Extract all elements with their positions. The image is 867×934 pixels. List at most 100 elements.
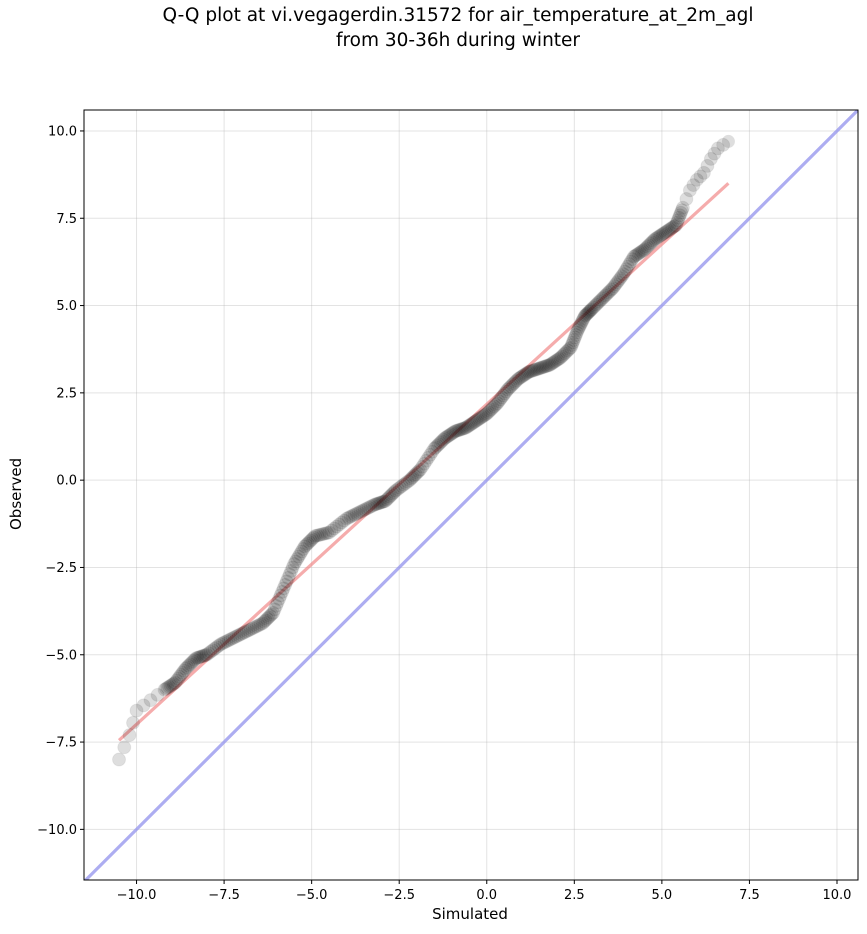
qq-point	[442, 428, 457, 443]
qq-point	[601, 285, 616, 300]
qq-point	[379, 492, 394, 507]
qq-point	[649, 231, 664, 246]
qq-point	[302, 535, 317, 550]
qq-point	[547, 354, 562, 369]
qq-point	[622, 257, 637, 272]
qq-point	[490, 396, 505, 411]
qq-point	[372, 496, 387, 511]
qq-point	[661, 223, 676, 238]
qq-point	[299, 538, 314, 553]
qq-point	[229, 629, 244, 644]
y-axis-label: Observed	[7, 457, 25, 530]
qq-point	[613, 271, 628, 286]
identity-line	[84, 110, 858, 880]
qq-point	[524, 363, 539, 378]
qq-point	[276, 581, 291, 596]
qq-point	[390, 482, 405, 497]
qq-point	[562, 341, 577, 356]
qq-point	[686, 178, 701, 193]
qq-point	[451, 423, 466, 438]
qq-point	[322, 525, 337, 540]
qq-point	[370, 496, 385, 511]
qq-point	[614, 269, 629, 284]
qq-point	[385, 486, 400, 501]
qq-point	[171, 671, 186, 686]
qq-point	[628, 248, 643, 263]
qq-point	[219, 634, 234, 649]
x-tick-label: −7.5	[208, 888, 240, 903]
qq-point	[521, 364, 536, 379]
qq-point	[454, 422, 469, 437]
qq-point	[169, 673, 184, 688]
qq-point	[527, 362, 542, 377]
qq-point	[593, 293, 608, 308]
axes-frame	[83, 109, 859, 881]
grid-lines	[84, 110, 858, 880]
qq-point	[166, 676, 181, 691]
qq-point	[270, 595, 285, 610]
qq-point	[476, 408, 491, 423]
qq-point	[532, 361, 547, 376]
x-tick-label: 5.0	[652, 888, 673, 903]
qq-point	[632, 245, 647, 260]
qq-point	[205, 643, 220, 658]
qq-point	[664, 221, 679, 236]
qq-point	[439, 430, 454, 445]
qq-point	[296, 542, 311, 557]
qq-point	[578, 308, 593, 323]
qq-point	[570, 323, 585, 337]
qq-point	[290, 551, 305, 566]
qq-point	[458, 420, 473, 435]
qq-point	[225, 631, 240, 646]
qq-point	[457, 421, 472, 436]
qq-point	[193, 649, 208, 664]
qq-point	[464, 416, 479, 431]
x-tick-label: 0.0	[476, 888, 497, 903]
qq-point	[556, 347, 571, 362]
qq-point	[469, 413, 484, 428]
qq-point	[400, 474, 415, 489]
qq-point	[260, 611, 275, 626]
qq-point	[652, 229, 667, 244]
qq-point	[112, 752, 127, 767]
qq-point	[359, 501, 374, 516]
qq-point	[375, 495, 390, 510]
qq-point	[221, 633, 236, 648]
qq-point	[339, 511, 354, 526]
qq-point	[481, 405, 496, 420]
qq-point	[703, 151, 718, 166]
qq-point	[417, 456, 432, 471]
qq-point	[539, 358, 554, 373]
qq-point	[211, 638, 226, 653]
qq-point	[162, 679, 177, 694]
qq-point	[646, 233, 661, 248]
qq-point	[440, 429, 455, 444]
qq-point	[634, 244, 649, 259]
qq-point	[589, 297, 604, 312]
x-tick-label: 10.0	[823, 888, 852, 903]
qq-point	[421, 450, 436, 465]
qq-point	[231, 628, 246, 643]
qq-point	[365, 498, 380, 513]
qq-point	[674, 203, 689, 218]
qq-point	[629, 247, 644, 262]
qq-point	[637, 242, 652, 257]
fit-line	[117, 182, 730, 742]
qq-point	[351, 505, 366, 520]
qq-point	[586, 300, 601, 315]
qq-point	[288, 554, 303, 569]
qq-point	[263, 608, 278, 623]
qq-point	[554, 349, 569, 364]
qq-point	[608, 277, 623, 292]
qq-point	[461, 418, 476, 433]
qq-point	[607, 279, 622, 294]
qq-point	[592, 294, 607, 309]
qq-point	[569, 325, 584, 340]
qq-point	[303, 533, 318, 548]
x-tick-label: −10.0	[117, 888, 157, 903]
qq-point	[183, 657, 198, 672]
qq-point	[573, 317, 588, 332]
qq-point	[369, 497, 384, 512]
qq-point	[583, 303, 598, 318]
